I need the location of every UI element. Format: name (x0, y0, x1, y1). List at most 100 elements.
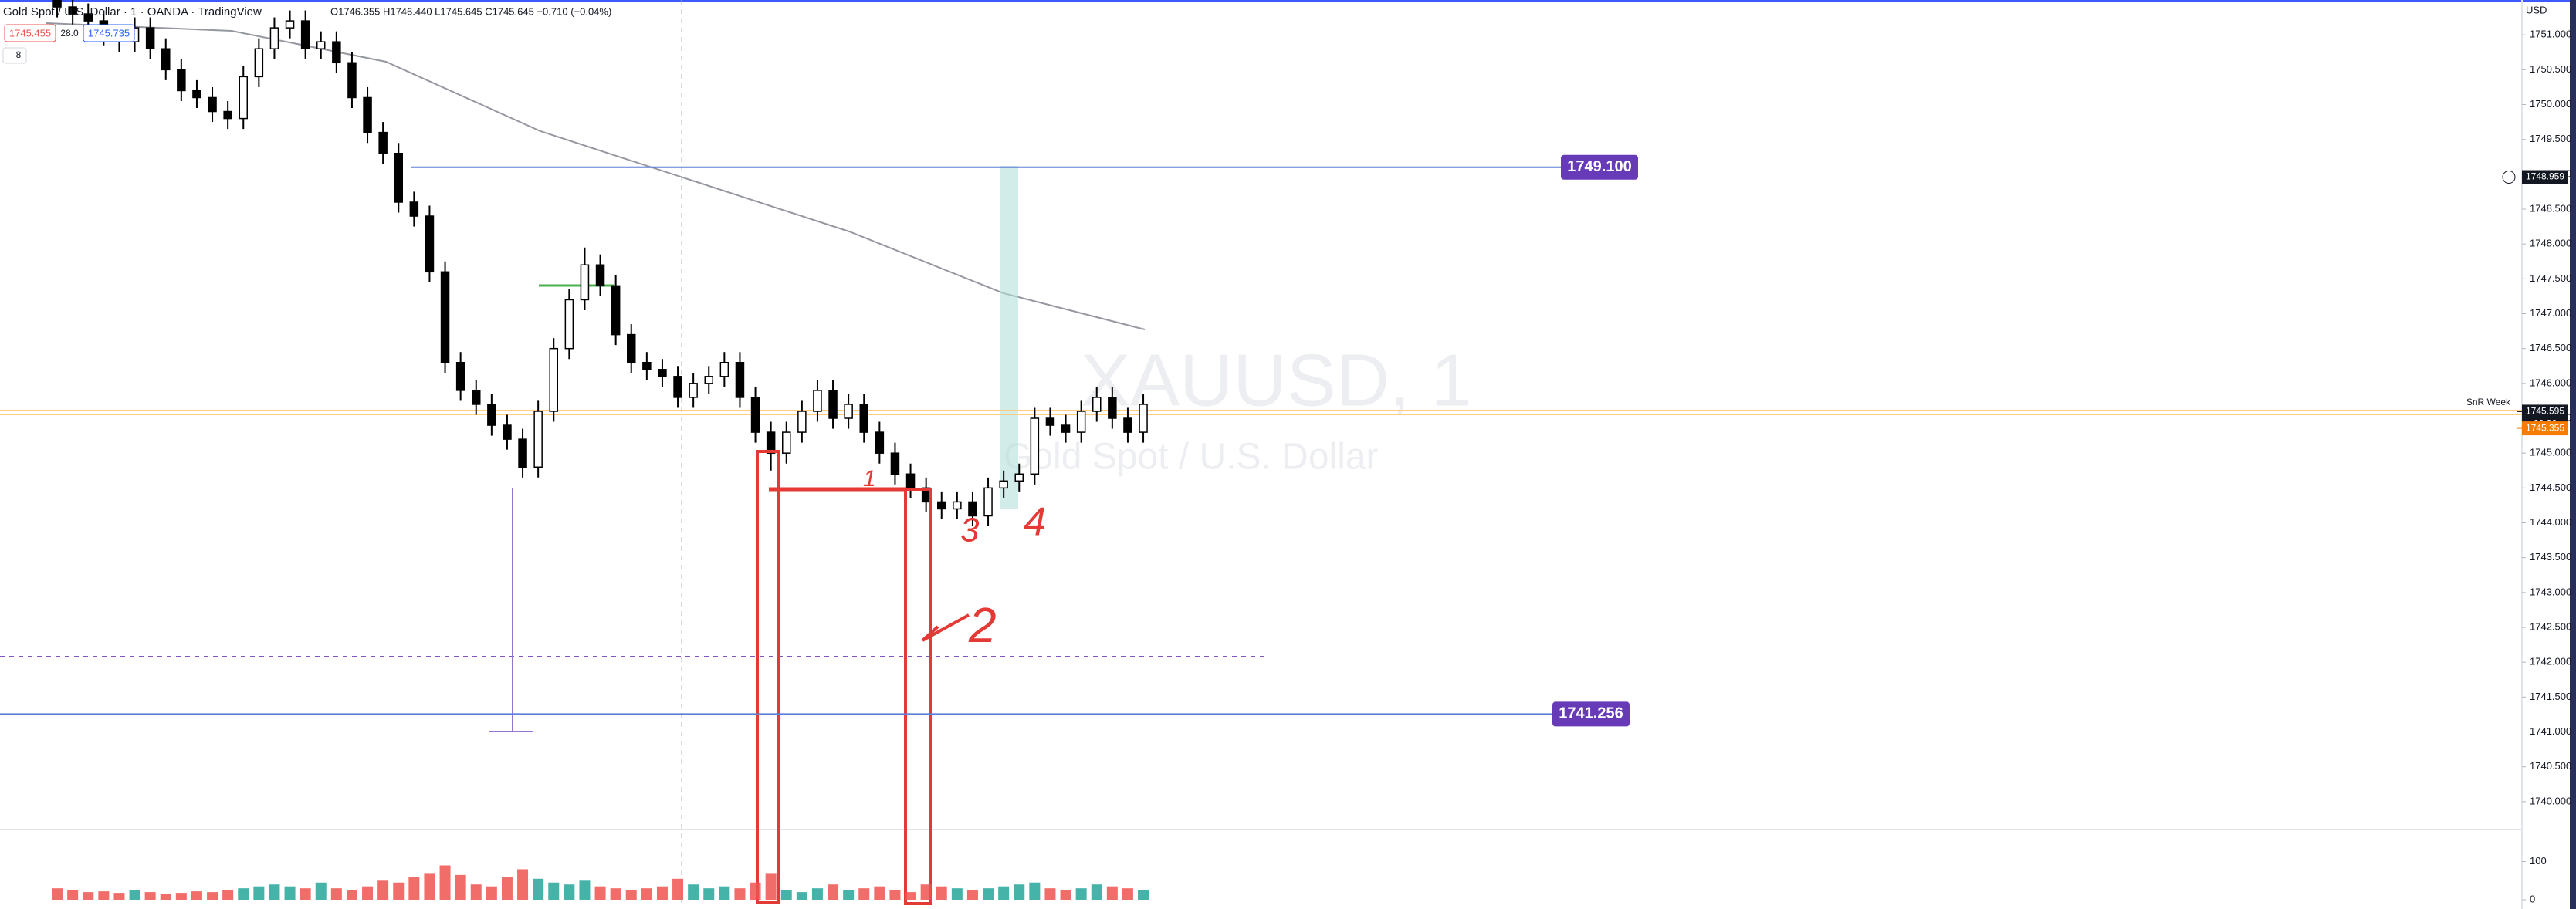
candle-body (394, 152, 403, 203)
candle-body (425, 215, 435, 273)
volume-bar (610, 888, 621, 900)
volume-bar (439, 865, 451, 900)
right-border (2570, 0, 2576, 909)
annotation: 3 (960, 512, 980, 549)
volume-bar (703, 888, 715, 900)
volume-bar (765, 873, 777, 900)
candle-body (239, 76, 248, 120)
buy-price[interactable]: 1745.735 (88, 27, 130, 39)
level-tag (1552, 701, 1630, 727)
candle-body (890, 452, 900, 475)
top-border (0, 0, 2576, 2)
volume-bar (594, 886, 606, 900)
y-tick-label: 1742.000 (2530, 656, 2571, 667)
volume-bar (346, 890, 357, 900)
volume-bar (129, 890, 140, 900)
price-tag-label: 1745.355 (2526, 422, 2564, 433)
candle-body (285, 20, 295, 29)
candle-body (549, 347, 558, 412)
volume-bar (144, 892, 156, 900)
annotation: 1 (863, 466, 876, 492)
volume-tick-label: 100 (2530, 855, 2547, 867)
volume-bar (300, 888, 311, 900)
volume-bar (811, 888, 823, 900)
level-tag-label: 1749.100 (1567, 158, 1631, 175)
y-tick-label: 1746.000 (2530, 377, 2571, 388)
y-tick-label: 1740.500 (2530, 760, 2571, 772)
candle-body (813, 390, 822, 412)
level-tag (1561, 154, 1638, 180)
volume-bar (920, 884, 932, 900)
candle-body (782, 431, 791, 454)
buy-button[interactable] (83, 24, 135, 42)
volume-bar (1029, 882, 1041, 900)
volume-bar (517, 869, 529, 900)
volume-bar (330, 888, 342, 900)
volume-bar (222, 890, 234, 900)
currency[interactable]: USD (2526, 4, 2547, 15)
candle-body (875, 431, 885, 454)
volume-bar (160, 894, 171, 900)
volume-bar (486, 886, 497, 900)
y-tick-label: 1740.000 (2530, 795, 2571, 806)
volume-bar (998, 886, 1010, 900)
candle-body (347, 62, 357, 99)
y-tick-label: 1747.500 (2530, 272, 2571, 284)
volume-bar (843, 890, 855, 900)
y-tick-label: 1750.500 (2530, 63, 2571, 75)
indicator-toggle[interactable] (2, 47, 27, 64)
volume-bar (874, 886, 885, 900)
candle-body (83, 13, 93, 22)
candle-body (627, 333, 636, 363)
candle-body (518, 438, 527, 468)
volume-bar (951, 888, 963, 900)
candle-body (533, 411, 543, 468)
volume-bar (284, 886, 296, 900)
volume-bar (1075, 888, 1087, 900)
candle-body (673, 376, 682, 398)
volume-bar (966, 890, 978, 900)
candle-body (409, 201, 419, 217)
candle-body (999, 480, 1008, 489)
level-label: SnR Week (2466, 397, 2511, 407)
volume-bar (750, 882, 761, 900)
candle-body (642, 361, 652, 370)
volume-bar (52, 888, 63, 900)
volume-bar (377, 880, 389, 900)
candle-body (797, 411, 807, 433)
volume-bar (191, 891, 202, 900)
volume-bar (207, 892, 218, 900)
volume-bar (548, 882, 560, 900)
arrow (921, 613, 970, 642)
volume-bar (67, 890, 79, 900)
y-tick-label: 1748.000 (2530, 238, 2571, 249)
candle-body (937, 501, 946, 510)
volume-bar (175, 893, 187, 900)
sell-price[interactable]: 1745.455 (9, 27, 51, 39)
volume-bar (269, 884, 280, 900)
ohlc-values: O1746.355 H1746.440 L1745.645 C1745.645 … (330, 5, 611, 17)
y-tick-label: 1747.000 (2530, 307, 2571, 319)
volume-bar (579, 880, 591, 900)
volume-bar (1060, 890, 1071, 900)
volume-bar (625, 890, 637, 900)
sell-button[interactable] (4, 24, 56, 42)
y-tick-label: 1743.500 (2530, 551, 2571, 563)
candle-body (378, 131, 388, 154)
volume-bar (533, 878, 544, 900)
candle-body (968, 501, 977, 517)
volume-bar (253, 886, 265, 900)
candle-body (316, 41, 326, 49)
volume-bar (393, 882, 405, 900)
annotation: 4 (1024, 500, 1046, 545)
spread: 28.0 (60, 28, 79, 39)
price-tag (2522, 421, 2568, 436)
volume-bar (889, 890, 901, 900)
symbol-title: Gold Spot / U.S. Dollar · 1 · OANDA · Tr… (3, 5, 262, 19)
volume-bar (83, 892, 94, 900)
volume-bar (656, 886, 668, 900)
y-tick-label: 1750.000 (2530, 98, 2571, 110)
indicator-count[interactable]: 8 (16, 49, 22, 60)
y-tick-label: 1741.000 (2530, 725, 2571, 737)
